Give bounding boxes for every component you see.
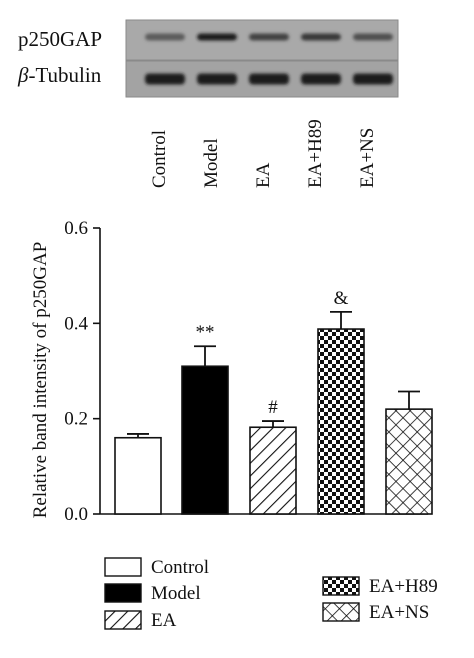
significance-label-ea-h89: & <box>334 288 349 309</box>
lane-label-model: Model <box>201 138 222 188</box>
legend-label-ea: EA <box>151 610 177 631</box>
legend-swatch-ea <box>104 610 142 630</box>
lane-labels: Control Model EA EA+H89 EA+NS <box>149 119 378 188</box>
blot-band-p250gap-model <box>197 33 237 41</box>
legend-swatch-ea-h89 <box>322 576 360 596</box>
blot-band-tubulin-ea-h89 <box>301 73 341 85</box>
blot-band-p250gap-ea-h89 <box>301 33 341 41</box>
lane-label-ea: EA <box>253 162 274 188</box>
y-tick-label: 0.6 <box>64 218 88 239</box>
blot-bands <box>145 33 393 85</box>
bar-control <box>114 436 162 515</box>
blot-band-tubulin-ea-ns <box>353 73 393 85</box>
legend-swatch-control <box>104 557 142 577</box>
blot-band-tubulin-model <box>197 73 237 85</box>
bar-model <box>181 365 229 515</box>
y-axis-title: Relative band intensity of p250GAP <box>30 242 51 519</box>
y-tick-label: 0.2 <box>64 409 88 430</box>
lane-label-ea-ns: EA+NS <box>357 128 378 188</box>
significance-label-model: ** <box>196 322 215 343</box>
blot-band-p250gap-control <box>145 33 185 41</box>
legend-swatch-model <box>104 583 142 603</box>
chart-bars: ** # & <box>114 288 433 515</box>
legend-label-ea-ns: EA+NS <box>369 602 429 623</box>
legend-label-control: Control <box>151 557 209 578</box>
bar-ea-ns <box>385 408 433 515</box>
legend-label-model: Model <box>151 583 201 604</box>
y-tick-label: 0.0 <box>64 504 88 525</box>
lane-label-control: Control <box>149 130 170 188</box>
bar-ea-h89 <box>317 328 365 515</box>
legend-swatch-ea-ns <box>322 602 360 622</box>
legend-label-ea-h89: EA+H89 <box>369 576 438 597</box>
bar-chart: Relative band intensity of p250GAP 0.0 0.… <box>30 218 433 525</box>
blot-band-tubulin-control <box>145 73 185 85</box>
y-tick-label: 0.4 <box>64 313 88 334</box>
blot-band-p250gap-ea <box>249 33 289 41</box>
blot-row-label-p250gap: p250GAP <box>18 27 102 51</box>
bar-ea <box>249 426 297 515</box>
western-blot: p250GAP β-Tubulin Control Model EA EA+H8… <box>17 19 399 188</box>
chart-legend: Control Model EA EA+H89 EA+NS <box>104 557 438 631</box>
blot-row-label-tubulin: β-Tubulin <box>17 63 102 87</box>
blot-band-p250gap-ea-ns <box>353 33 393 41</box>
lane-label-ea-h89: EA+H89 <box>305 119 326 188</box>
blot-band-tubulin-ea <box>249 73 289 85</box>
significance-label-ea: # <box>268 397 278 418</box>
